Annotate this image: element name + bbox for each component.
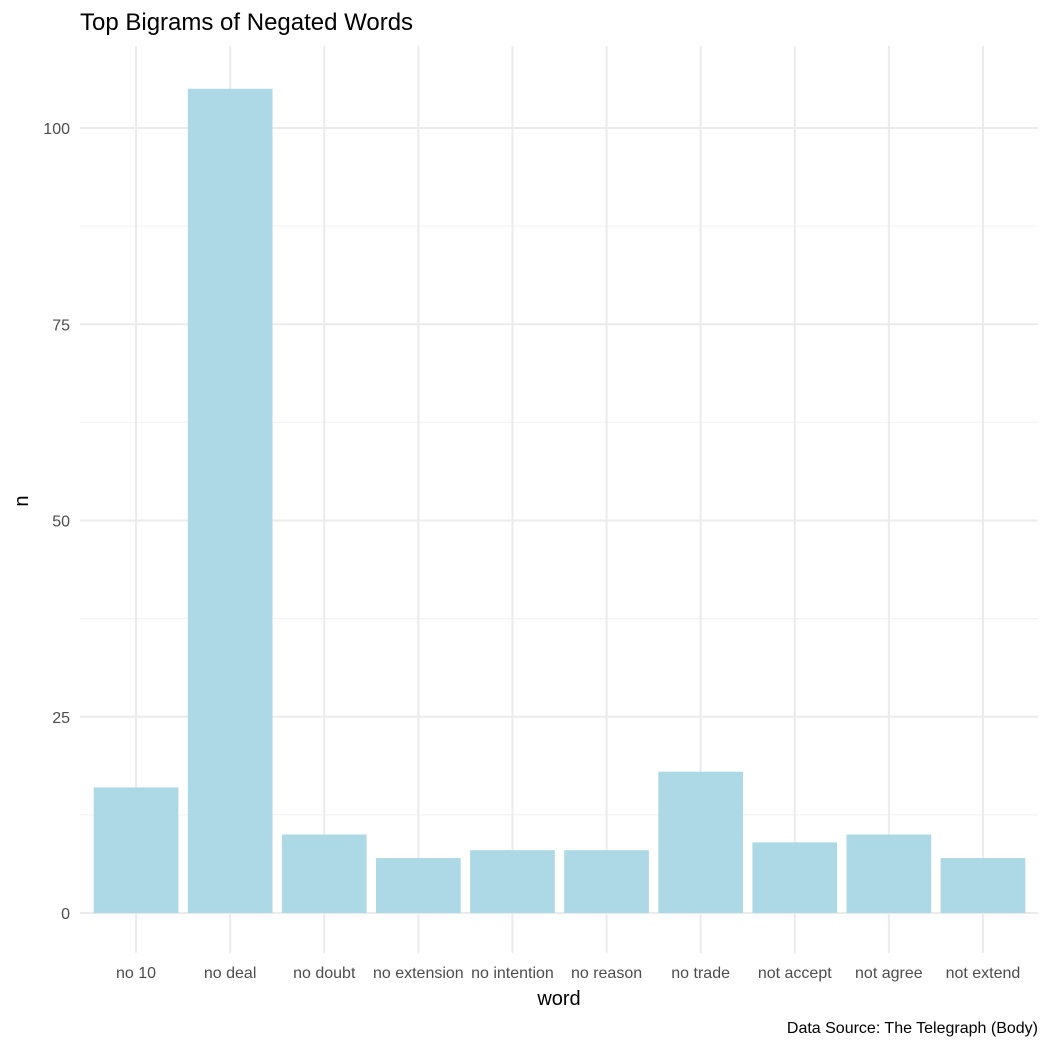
- y-tick-labels: 0 25 50 75 100: [43, 121, 70, 923]
- x-axis-title: word: [536, 988, 580, 1010]
- x-tick-label: no intention: [471, 965, 554, 982]
- y-tick-label: 25: [52, 710, 70, 727]
- x-tick-label: not extend: [946, 965, 1021, 982]
- chart-title: Top Bigrams of Negated Words: [80, 9, 413, 36]
- bar-no-10: [93, 787, 179, 913]
- bar-no-intention: [470, 850, 555, 913]
- bar-no-doubt: [281, 834, 367, 913]
- bar-no-trade: [658, 771, 743, 913]
- x-tick-label: no 10: [116, 965, 156, 982]
- y-tick-label: 0: [61, 906, 70, 923]
- x-tick-label: no extension: [373, 965, 464, 982]
- x-tick-label: not agree: [855, 965, 923, 982]
- bar-no-deal: [187, 88, 273, 913]
- y-tick-label: 75: [52, 317, 70, 334]
- bars: [93, 88, 1026, 913]
- x-tick-label: not accept: [758, 965, 832, 982]
- bar-not-accept: [752, 842, 838, 913]
- x-tick-label: no reason: [571, 965, 642, 982]
- bar-no-extension: [376, 858, 461, 913]
- y-tick-label: 100: [43, 121, 70, 138]
- x-tick-label: no trade: [671, 965, 730, 982]
- x-tick-labels: no 10 no deal no doubt no extension no inten…: [116, 965, 1020, 982]
- bar-no-reason: [564, 850, 649, 913]
- bar-not-agree: [846, 834, 932, 913]
- y-axis-title: n: [11, 495, 33, 506]
- x-tick-label: no doubt: [293, 965, 356, 982]
- caption: Data Source: The Telegraph (Body): [787, 1020, 1038, 1037]
- y-tick-label: 50: [52, 514, 70, 531]
- x-tick-label: no deal: [204, 965, 257, 982]
- bar-not-extend: [940, 858, 1026, 913]
